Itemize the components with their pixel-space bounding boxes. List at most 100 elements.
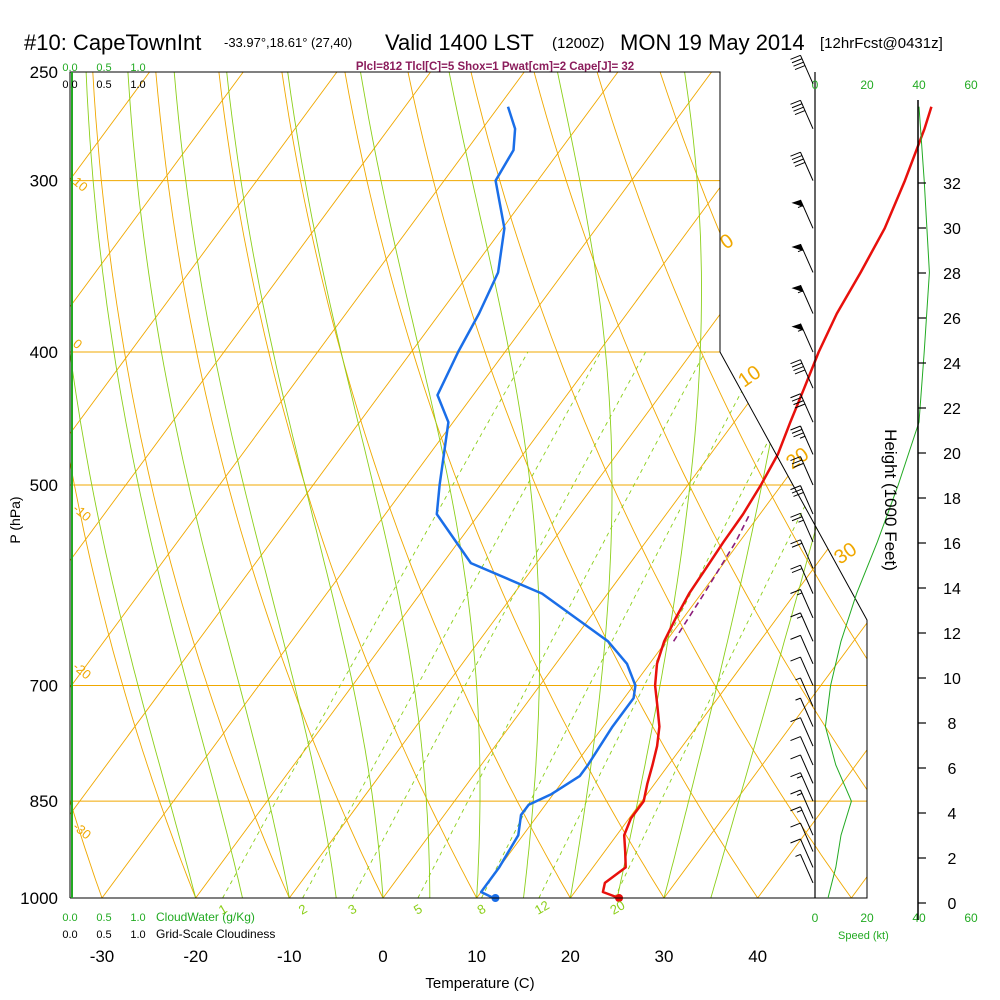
wind-barb-flag xyxy=(790,772,801,778)
dry-adiabat-label: -10 xyxy=(70,501,94,525)
wind-barb-half-flag xyxy=(796,809,803,813)
temperature-tick-label: 20 xyxy=(561,947,580,966)
station-coords: -33.97°,18.61° (27,40) xyxy=(224,35,352,50)
wind-barb-staff xyxy=(800,822,814,852)
wind-barb-flag xyxy=(793,400,804,406)
cloud-water-tick-top: 0.5 xyxy=(96,62,111,74)
wind-barb-flag xyxy=(790,806,801,812)
cloudiness-tick-bottom: 0.0 xyxy=(62,929,77,941)
wind-barb-pennant xyxy=(791,199,804,207)
wind-barb-staff xyxy=(800,838,814,868)
wind-barb-flag xyxy=(791,516,803,522)
wind-barb-flag xyxy=(793,106,804,112)
pressure-tick-label: 400 xyxy=(30,343,58,362)
wind-barb-staff xyxy=(800,789,814,819)
x-axis-label: Temperature (C) xyxy=(425,975,534,992)
wind-barb-flag xyxy=(793,366,804,372)
wind-barb xyxy=(795,697,814,727)
moist-adiabat-line xyxy=(710,333,867,899)
dry-adiabat-label: 10 xyxy=(70,174,91,195)
wind-barb-staff xyxy=(800,656,814,686)
isotherm-line xyxy=(70,72,338,435)
wind-barb-pennant xyxy=(791,323,804,331)
temperature-tick-label: -20 xyxy=(183,947,208,966)
wind-barb xyxy=(790,512,814,542)
height-tick-label: 16 xyxy=(943,536,961,553)
wind-barb xyxy=(790,151,814,181)
wind-barb-staff xyxy=(800,806,814,836)
temperature-tick-label: 40 xyxy=(748,947,767,966)
wind-barb-flag xyxy=(790,754,801,760)
wind-barb-flag xyxy=(790,485,801,491)
dry-adiabat-label: -30 xyxy=(70,819,94,843)
wind-speed-tick-bottom: 40 xyxy=(912,911,926,925)
wind-barb-staff xyxy=(800,456,814,486)
moist-adiabat-line xyxy=(616,72,702,899)
moist-adiabat-line xyxy=(557,72,613,899)
wind-barb xyxy=(790,736,814,766)
wind-speed-label: Speed (kt) xyxy=(838,930,889,942)
chart-header: #10: CapeTownInt -33.97°,18.61° (27,40) … xyxy=(24,30,943,55)
wind-barb-half-flag xyxy=(795,677,801,681)
height-tick-label: 24 xyxy=(943,356,961,373)
wind-speed-tick-top: 60 xyxy=(964,78,978,92)
wind-barb-half-flag xyxy=(797,290,804,294)
wind-barb-flag xyxy=(790,393,801,399)
cloud-water-tick-bottom: 1.0 xyxy=(130,912,145,924)
wind-barb-staff xyxy=(800,754,814,784)
wind-barb xyxy=(790,656,814,686)
wind-barb-flag xyxy=(790,99,801,105)
dry-adiabat-line xyxy=(218,72,478,899)
dry-adiabat-line xyxy=(470,72,852,899)
cloudiness-tick-top: 0.5 xyxy=(96,79,111,91)
wind-barb-flag xyxy=(790,717,801,723)
wind-barb xyxy=(790,838,814,868)
wind-speed-profile-line xyxy=(824,106,930,899)
wind-speed-tick-top: 40 xyxy=(912,78,926,92)
wind-barb xyxy=(791,323,814,353)
plot-boundary xyxy=(69,71,868,899)
mixing-ratio-line xyxy=(302,351,602,899)
height-tick-label: 12 xyxy=(943,626,961,643)
height-tick-label: 10 xyxy=(943,671,961,688)
moist-adiabat-line xyxy=(127,72,290,899)
temperature-profile-line xyxy=(601,106,933,900)
wind-barb-staff xyxy=(800,55,814,85)
wind-barb xyxy=(790,789,814,819)
temperature-tick-label: 0 xyxy=(378,947,387,966)
wind-barb-flag xyxy=(791,568,803,574)
isotherm-line xyxy=(850,876,867,899)
wind-barb-half-flag xyxy=(796,792,803,796)
height-tick-label: 20 xyxy=(943,446,961,463)
wind-barb-flag xyxy=(794,110,806,116)
wind-barb-staff xyxy=(800,854,814,884)
y-axis-label: P (hPa) xyxy=(7,496,23,543)
height-tick-label: 4 xyxy=(948,806,957,823)
wind-barb-flag xyxy=(793,491,804,497)
wind-barb-flag xyxy=(791,103,803,109)
wind-barb xyxy=(790,99,814,129)
wind-barb-flag xyxy=(791,396,803,402)
wind-barb-flag xyxy=(791,488,803,494)
wind-speed-tick-bottom: 0 xyxy=(812,911,819,925)
wind-barb-half-flag xyxy=(796,592,803,596)
wind-speed-tick-top: 0 xyxy=(812,78,819,92)
moist-adiabat-line xyxy=(226,72,384,899)
wind-barb xyxy=(795,677,814,707)
wind-barb-staff xyxy=(800,323,814,353)
wind-barb xyxy=(795,853,814,884)
wind-barb-flag xyxy=(793,61,804,67)
mixing-ratio-line xyxy=(351,351,646,899)
isotherm-line xyxy=(757,749,867,899)
wind-barb-flag xyxy=(791,542,803,548)
utc-time: (1200Z) xyxy=(552,35,605,52)
forecast-info: [12hrFcst@0431z] xyxy=(820,35,943,52)
wind-barb-flag xyxy=(794,65,806,71)
wind-barb-half-flag xyxy=(799,435,806,439)
pressure-tick-label: 700 xyxy=(30,676,58,695)
wind-barb-staff xyxy=(800,359,814,389)
wind-barb-staff xyxy=(800,100,814,129)
wind-barb xyxy=(790,393,814,423)
